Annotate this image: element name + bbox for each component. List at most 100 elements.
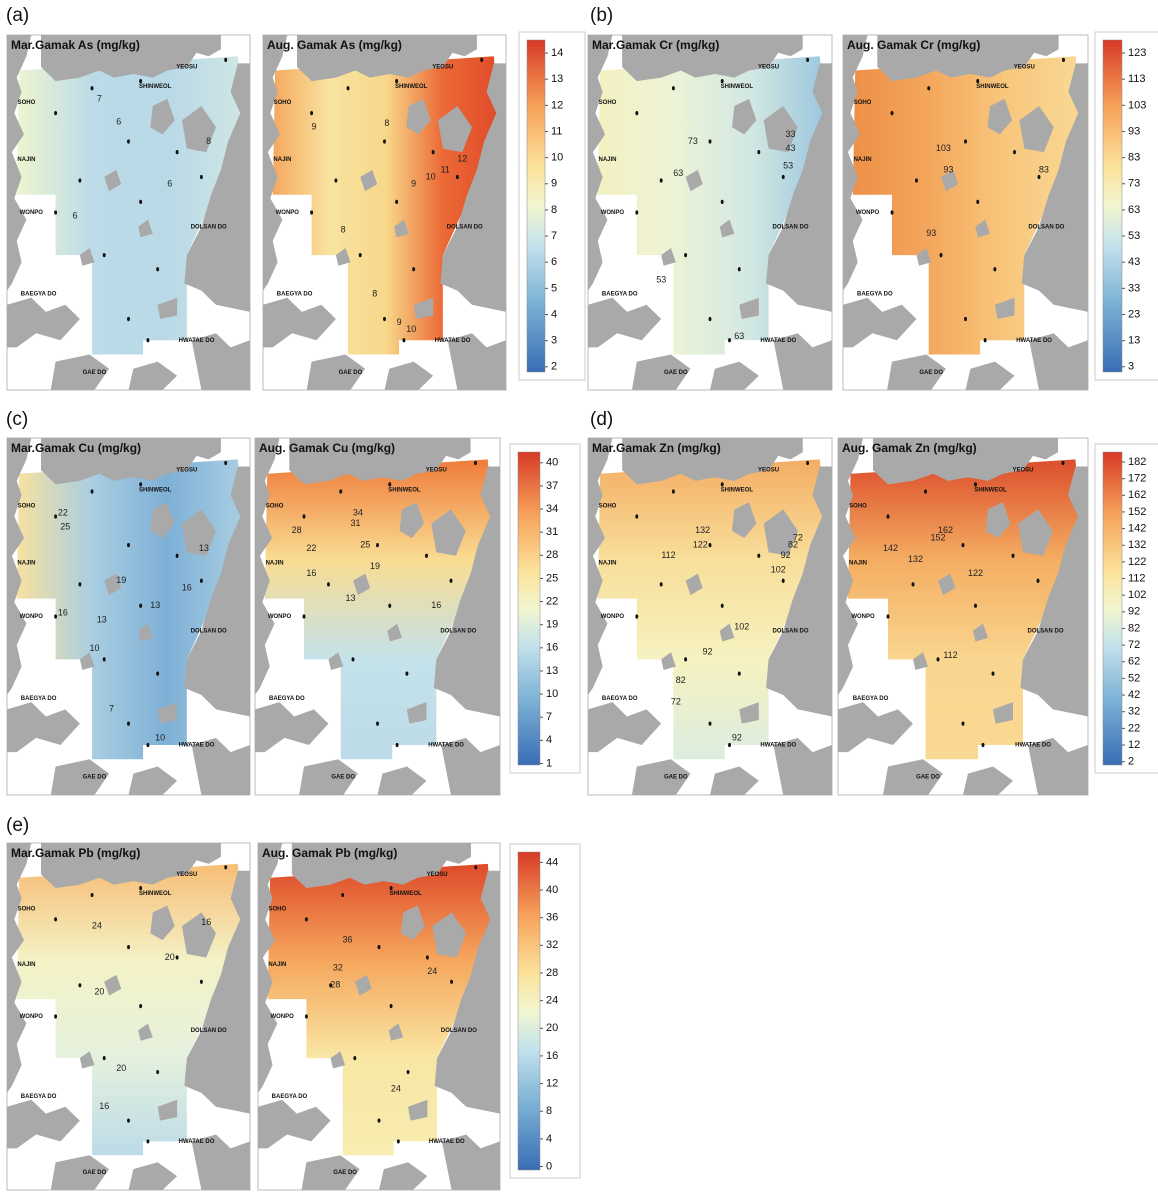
map-title: Aug. Gamak Cu (mg/kg) [259,441,395,455]
place-name: DOLSAN DO [773,224,809,230]
place-name: NAJIN [849,561,867,567]
place-name: NAJIN [268,962,286,968]
colorbar-tick-label: 1 [546,757,552,769]
place-name: SOHO [274,100,292,106]
colorbar-tick-label: 93 [1128,125,1140,137]
map: Aug. Gamak Cu (mg/kg) YEOSU SHINWEOL SOHO NA… [254,437,501,796]
place-name: SHINWEOL [976,84,1009,90]
place-name: YEOSU [176,468,197,474]
place-name: HWATAE DO [760,338,796,344]
colorbar-tick-label: 122 [1128,556,1146,568]
place-name: YEOSU [176,65,197,71]
colorbar-tick-label: 2 [551,361,557,373]
colorbar-tick-label: 63 [1128,204,1140,216]
contour-label: 103 [936,143,951,153]
contour-label: 13 [346,593,356,603]
contour-label: 13 [150,600,160,610]
place-name: WONPO [276,210,300,216]
place-name: GAE DO [83,370,107,376]
colorbar-tick-label: 4 [546,734,552,746]
colorbar-tick-label: 182 [1128,456,1146,468]
contour-label: 20 [94,987,104,997]
map-title: Aug. Gamak Zn (mg/kg) [842,441,977,455]
place-name: SHINWEOL [721,84,754,90]
contour-label: 16 [58,607,68,617]
colorbar-tick-label: 34 [546,503,558,515]
contour-label: 8 [206,136,211,146]
place-name: DOLSAN DO [440,628,476,634]
contour-label: 24 [427,966,437,976]
place-name: SOHO [266,503,284,509]
place-name: YEOSU [1014,65,1035,71]
place-name: YEOSU [1012,468,1033,474]
panel-label: (a) [6,5,29,26]
colorbar-tick-label: 22 [1128,722,1140,734]
colorbar-tick-label: 112 [1128,572,1146,584]
place-name: GAE DO [331,775,355,781]
colorbar-tick-label: 43 [1128,256,1140,268]
contour-label: 112 [661,550,675,560]
place-name: HWATAE DO [435,338,471,344]
place-name: HWATAE DO [428,743,464,749]
colorbar [1102,451,1123,766]
colorbar-tick-label: 12 [551,99,563,111]
place-name: BAEGYA DO [602,696,638,702]
contour-label: 34 [353,507,363,517]
contour-label: 132 [695,525,710,535]
place-name: BAEGYA DO [21,696,57,702]
colorbar-tick-label: 19 [546,619,558,631]
contour-label: 162 [938,525,953,535]
colorbar-tick-label: 3 [1128,361,1134,373]
place-name: NAJIN [17,157,35,163]
colorbar-tick-label: 4 [551,308,557,320]
colorbar-tick-label: 42 [1128,689,1140,701]
colorbar [1102,39,1123,373]
place-name: BAEGYA DO [272,1094,308,1100]
place-name: HWATAE DO [1016,338,1052,344]
colorbar-tick-label: 23 [1128,308,1140,320]
place-name: WONPO [268,614,292,620]
place-name: NAJIN [599,157,617,163]
contour-label: 92 [703,647,713,657]
place-name: NAJIN [273,157,291,163]
colorbar [517,451,541,766]
contour-label: 20 [165,952,175,962]
contour-label: 72 [793,532,803,542]
place-name: NAJIN [17,962,35,968]
place-name: BAEGYA DO [853,696,889,702]
colorbar-tick-label: 53 [1128,230,1140,242]
place-name: SOHO [599,503,617,509]
colorbar-tick-label: 62 [1128,656,1140,668]
contour-label: 25 [360,539,370,549]
map: Mar.Gamak Pb (mg/kg) YEOSU SHINWEOL SOHO NAJ… [6,842,251,1191]
place-name: YEOSU [427,872,448,878]
place-name: YEOSU [176,872,197,878]
place-name: SHINWEOL [388,487,421,493]
place-name: SHINWEOL [139,891,172,897]
place-name: YEOSU [758,468,779,474]
colorbar-tick-label: 3 [551,335,557,347]
colorbar-tick-label: 32 [1128,706,1140,718]
colorbar-tick-label: 11 [551,125,562,137]
colorbar-tick-label: 40 [546,884,558,896]
place-name: SOHO [849,503,867,509]
contour-label: 142 [883,543,898,553]
contour-label: 93 [926,228,936,238]
place-name: SOHO [18,503,36,509]
contour-label: 19 [116,575,126,585]
colorbar-tick-label: 40 [546,457,558,469]
map: Mar.Gamak As (mg/kg) YEOSU SHINWEOL SOHO NAJ… [6,34,251,391]
place-name: SHINWEOL [974,487,1007,493]
contour-label: 82 [676,675,686,685]
colorbar-tick-label: 8 [546,1105,552,1117]
contour-label: 7 [109,704,114,714]
place-name: WONPO [271,1014,295,1020]
contour-label: 83 [1039,164,1049,174]
contour-label: 11 [441,164,450,174]
place-name: WONPO [851,614,875,620]
colorbar-tick-label: 92 [1128,606,1140,618]
place-name: DOLSAN DO [773,628,809,634]
contour-label: 53 [783,161,793,171]
contour-label: 73 [688,136,698,146]
colorbar-tick-label: 12 [1128,739,1140,751]
